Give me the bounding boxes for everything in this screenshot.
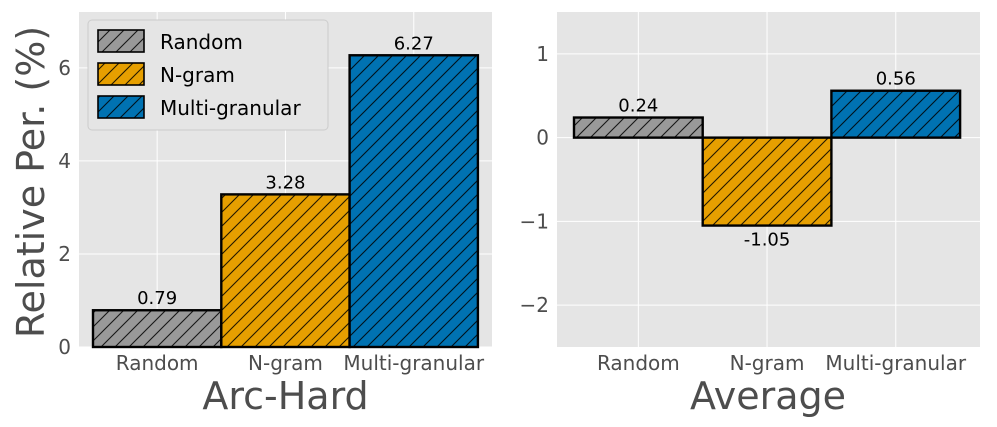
legend-item-multi-granular: Multi-granular bbox=[97, 95, 301, 120]
bar-hatch bbox=[91, 309, 223, 349]
bar-n-gram bbox=[220, 193, 351, 349]
left-y-axis-label: Relative Per. (%) bbox=[9, 26, 53, 338]
y-tick-label: 6 bbox=[58, 56, 71, 80]
bar-n-gram bbox=[701, 136, 833, 227]
legend-label: Random bbox=[160, 30, 243, 54]
y-tick-label: −1 bbox=[520, 209, 549, 233]
left-y-tick-labels: 0 2 4 6 bbox=[58, 56, 71, 359]
data-label: 0.24 bbox=[618, 96, 658, 117]
legend-item-n-gram: N-gram bbox=[97, 62, 235, 87]
left-x-tick-labels: Random N-gram Multi-granular bbox=[116, 351, 485, 375]
right-panel: −2 −1 0 1 Random N-gram Multi-granular 0.24 -1… bbox=[520, 12, 980, 418]
y-tick-label: 4 bbox=[58, 149, 71, 173]
right-data-labels: 0.24 -1.05 0.56 bbox=[618, 69, 915, 251]
data-label: 0.56 bbox=[876, 69, 916, 90]
bar-hatch bbox=[701, 136, 833, 227]
y-tick-label: 2 bbox=[58, 242, 71, 266]
x-tick-label: Random bbox=[116, 351, 199, 375]
left-panel: 0 2 4 6 Random N-gram Multi-granular 0.79 3.28… bbox=[9, 12, 492, 418]
legend-label: N-gram bbox=[160, 63, 235, 87]
left-bars bbox=[91, 54, 480, 349]
y-tick-label: 1 bbox=[536, 42, 549, 66]
y-tick-label: −2 bbox=[520, 293, 549, 317]
bar-hatch bbox=[348, 54, 480, 349]
right-y-tick-labels: −2 −1 0 1 bbox=[520, 42, 549, 317]
bar-hatch bbox=[830, 89, 962, 139]
y-tick-label: 0 bbox=[58, 335, 71, 359]
right-bars bbox=[572, 89, 962, 227]
bar-hatch bbox=[572, 116, 704, 139]
data-label: 3.28 bbox=[265, 172, 305, 193]
x-tick-label: N-gram bbox=[248, 351, 323, 375]
data-label: 0.79 bbox=[137, 288, 177, 309]
legend-item-random: Random bbox=[97, 29, 243, 54]
x-tick-label: Multi-granular bbox=[825, 351, 966, 375]
data-label: -1.05 bbox=[744, 230, 791, 251]
y-tick-label: 0 bbox=[536, 126, 549, 150]
x-tick-label: N-gram bbox=[730, 351, 805, 375]
legend: Random N-gram Multi-granular bbox=[87, 19, 329, 131]
left-data-labels: 0.79 3.28 6.27 bbox=[137, 33, 434, 309]
bar-multi-granular bbox=[348, 54, 480, 349]
legend-frame bbox=[87, 19, 329, 131]
right-x-tick-labels: Random N-gram Multi-granular bbox=[597, 351, 967, 375]
right-x-axis-label: Average bbox=[690, 374, 846, 418]
bar-hatch bbox=[220, 193, 351, 349]
bar-multi-granular bbox=[830, 89, 962, 139]
x-tick-label: Multi-granular bbox=[343, 351, 484, 375]
data-label: 6.27 bbox=[394, 33, 434, 54]
left-x-axis-label: Arc-Hard bbox=[202, 374, 368, 418]
legend-label: Multi-granular bbox=[160, 96, 301, 120]
bar-random bbox=[91, 309, 223, 349]
x-tick-label: Random bbox=[597, 351, 680, 375]
bar-random bbox=[572, 116, 704, 139]
